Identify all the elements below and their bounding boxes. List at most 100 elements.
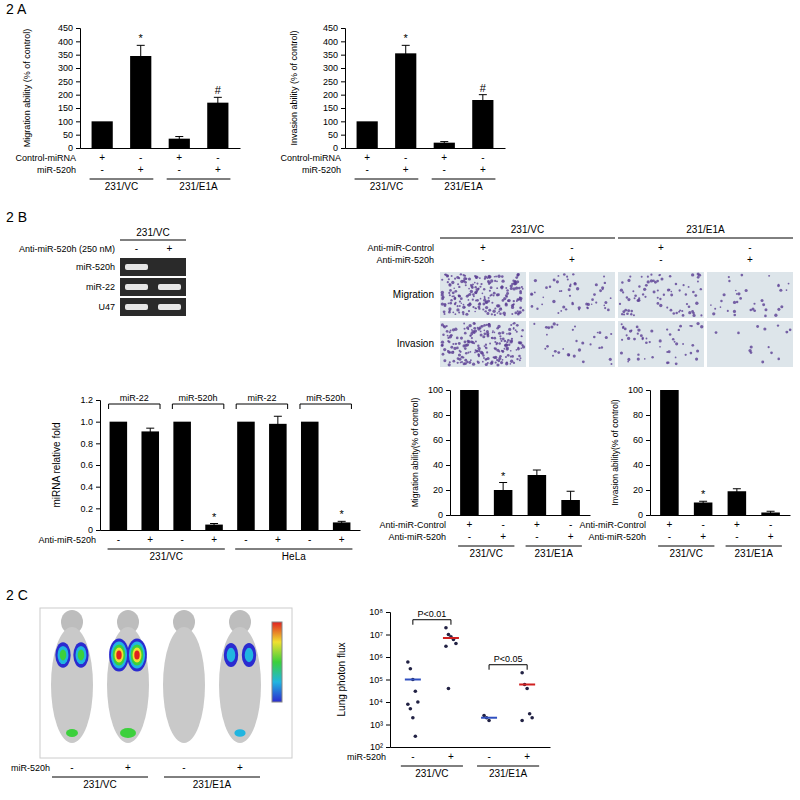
cell <box>493 337 496 340</box>
cell <box>498 342 500 344</box>
cell <box>501 280 504 283</box>
cell <box>475 350 478 353</box>
signal <box>60 650 67 661</box>
cell <box>469 335 471 337</box>
cell <box>472 284 474 286</box>
cell <box>624 309 627 312</box>
point <box>414 689 418 693</box>
sign: - <box>365 164 368 175</box>
cell <box>475 276 478 279</box>
condition-name: Anti-miR-520h <box>38 535 96 545</box>
tick-label: 300 <box>323 63 338 73</box>
cell <box>516 274 519 277</box>
point <box>444 626 448 630</box>
cell <box>582 360 585 363</box>
sign: - <box>443 164 446 175</box>
axis <box>391 747 551 748</box>
cell <box>627 279 630 282</box>
cell <box>626 334 628 336</box>
cell <box>604 301 607 304</box>
tick: 10⁵ <box>369 675 390 685</box>
cell <box>601 286 604 289</box>
error-cap <box>274 416 282 417</box>
cell <box>531 293 533 295</box>
cell <box>663 294 665 296</box>
sign: - <box>135 243 138 254</box>
cell <box>456 337 459 340</box>
cell <box>602 288 604 290</box>
cell <box>696 350 699 353</box>
group-line <box>52 777 148 778</box>
cell <box>750 345 753 348</box>
error-cap <box>499 482 507 483</box>
tick-label: 10⁶ <box>369 652 383 662</box>
cell <box>780 305 783 308</box>
cell <box>669 333 672 336</box>
cell <box>549 286 551 288</box>
axis: 050100150200250300350400450 <box>323 23 346 153</box>
cell <box>595 301 597 303</box>
tick-mark <box>386 680 390 681</box>
cell <box>479 302 481 304</box>
cell <box>463 357 465 359</box>
error-cap <box>479 94 487 95</box>
cell <box>562 348 564 350</box>
bar <box>141 431 159 530</box>
sign: + <box>176 152 182 163</box>
bar <box>269 424 287 530</box>
group-label: 231/E1A <box>735 548 774 559</box>
annotation: * <box>139 32 144 44</box>
cell <box>488 309 491 312</box>
micrograph <box>707 272 793 318</box>
tick: 0 <box>638 510 650 520</box>
cell <box>449 289 452 292</box>
bar <box>130 56 151 148</box>
point <box>409 707 413 711</box>
cell <box>477 344 479 346</box>
cell <box>485 363 488 366</box>
cell <box>477 353 479 355</box>
bar-chart: 050100150200250300350400450Migration abi… <box>15 23 240 192</box>
tick: 20 <box>633 485 650 495</box>
cell <box>508 332 511 335</box>
cell <box>723 293 726 296</box>
error-bar <box>274 416 282 431</box>
error-bar <box>210 524 218 526</box>
cell <box>778 284 780 286</box>
cell <box>587 307 589 309</box>
group-label: 231/VC <box>105 181 138 192</box>
cell <box>493 356 496 359</box>
cell <box>482 354 484 356</box>
signal <box>116 651 121 660</box>
cell <box>450 330 452 332</box>
cell <box>455 302 457 304</box>
cell <box>576 287 579 290</box>
cell <box>464 281 467 284</box>
tick: 300 <box>323 63 345 73</box>
cell <box>450 299 452 301</box>
cell <box>516 300 518 302</box>
tick-mark <box>76 108 80 109</box>
cell <box>464 328 466 330</box>
error-bar <box>767 511 775 514</box>
cell <box>488 297 490 299</box>
tick: 80 <box>433 410 450 420</box>
cell <box>457 305 459 307</box>
tick-label: 100 <box>323 117 338 127</box>
cell <box>626 312 629 315</box>
axis <box>101 530 361 531</box>
error-stem <box>536 470 537 480</box>
error-stem <box>503 483 504 498</box>
cell <box>554 350 557 353</box>
tick: 250 <box>58 77 80 87</box>
cell <box>453 347 456 350</box>
tick-label: 100 <box>58 117 73 127</box>
cell <box>518 341 521 344</box>
cell <box>733 310 736 313</box>
cell <box>517 273 520 276</box>
tick-label: 60 <box>633 435 643 445</box>
tick-label: 350 <box>58 50 73 60</box>
cell <box>496 342 498 344</box>
cell <box>464 362 467 365</box>
condition-name: Anti-miR-520h <box>388 532 446 542</box>
